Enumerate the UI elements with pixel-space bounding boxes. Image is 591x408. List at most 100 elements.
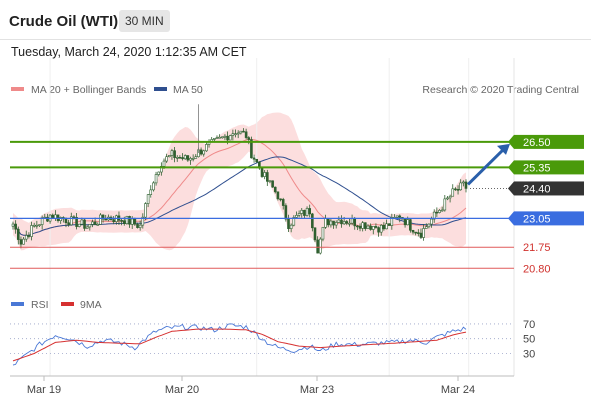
x-axis: Mar 19 Mar 20 Mar 23 Mar 24 <box>10 375 514 396</box>
candle <box>268 180 272 184</box>
candle <box>366 224 370 230</box>
candle <box>220 136 224 139</box>
projection-arrowhead <box>497 143 510 155</box>
moving-average-layer <box>12 138 467 236</box>
timeframe-badge[interactable]: 30 MIN <box>119 10 170 32</box>
candle <box>308 204 312 218</box>
candle <box>223 134 227 141</box>
candle <box>260 167 264 178</box>
candle <box>409 218 412 233</box>
candle <box>276 191 280 201</box>
candle <box>27 232 31 239</box>
level-tag-pointer <box>508 134 514 149</box>
level-tag-pointer <box>508 211 514 226</box>
x-tick-label: Mar 24 <box>441 384 475 396</box>
candle <box>144 202 147 221</box>
candle <box>189 156 192 165</box>
bollinger-band-layer <box>13 112 466 251</box>
candle <box>136 222 139 229</box>
candle <box>273 186 277 194</box>
candle <box>271 180 274 188</box>
candle <box>374 223 378 229</box>
candle <box>194 154 198 159</box>
candle <box>38 224 41 227</box>
candle <box>250 136 253 159</box>
ma20-line <box>12 138 467 236</box>
rsi-tick-label: 70 <box>523 319 535 331</box>
candle <box>35 220 39 229</box>
candle <box>385 219 388 230</box>
level-tag-box <box>514 181 584 196</box>
candle <box>443 195 447 212</box>
candle <box>128 215 131 228</box>
candle <box>160 162 163 176</box>
candle <box>419 228 423 239</box>
x-tick-label: Mar 23 <box>300 384 334 396</box>
candle <box>104 214 108 221</box>
candle <box>22 236 25 245</box>
candle <box>96 222 100 226</box>
candle <box>234 129 237 138</box>
level-tag: 24.40 <box>508 181 584 196</box>
candle <box>16 226 20 245</box>
ma50-legend-swatch <box>154 87 167 91</box>
level-tag: 25.35 <box>508 160 584 175</box>
candle <box>462 180 465 187</box>
candle <box>146 194 150 208</box>
candle <box>67 219 70 227</box>
candle <box>440 206 444 212</box>
research-credit: Research © 2020 Trading Central <box>422 84 579 96</box>
level-tag-box <box>514 211 584 226</box>
candle <box>252 154 256 163</box>
candle <box>451 184 455 197</box>
rsi-ma-legend-swatch <box>61 302 74 306</box>
ma50-legend-label: MA 50 <box>173 84 203 96</box>
candle <box>263 170 266 180</box>
candle <box>175 155 179 162</box>
candle <box>239 130 243 135</box>
candle <box>448 194 452 203</box>
candle <box>300 208 304 218</box>
candle <box>422 224 425 241</box>
candle <box>85 225 89 229</box>
level-tag-pointer <box>508 160 514 175</box>
level-tag: 21.75 <box>523 242 551 254</box>
level-tag-label: 26.50 <box>523 137 551 149</box>
candle <box>279 198 282 202</box>
candle <box>334 220 338 229</box>
candle <box>329 218 333 228</box>
candle <box>157 171 161 177</box>
ma20-legend-swatch <box>11 87 24 91</box>
level-tag-label: 24.40 <box>523 183 551 195</box>
level-tag-label: 25.35 <box>523 162 551 174</box>
candle <box>255 158 259 164</box>
candle <box>321 226 325 242</box>
candle <box>340 215 343 228</box>
candle <box>30 221 33 241</box>
x-tick-label: Mar 19 <box>27 384 61 396</box>
rsi-tick-label: 30 <box>523 349 535 361</box>
level-tag: 23.05 <box>508 211 584 226</box>
level-tags-layer: 26.50 25.35 24.40 23.05 21.75 20.80 <box>466 134 584 275</box>
candle <box>287 214 290 232</box>
candle <box>464 179 468 193</box>
level-tag-box <box>514 160 584 175</box>
candle <box>181 153 184 161</box>
candle <box>167 154 171 158</box>
candle <box>361 221 364 232</box>
candle <box>289 223 293 233</box>
candle <box>19 236 23 249</box>
rsi-tick-label: 50 <box>523 334 535 346</box>
candle <box>154 171 158 186</box>
candle <box>446 196 449 201</box>
candle <box>456 185 460 195</box>
candle <box>411 229 415 235</box>
candle <box>432 209 436 223</box>
candle <box>417 229 420 237</box>
projection-arrow-shaft <box>466 147 506 186</box>
candle <box>11 221 15 230</box>
candle <box>199 147 203 156</box>
ma50-line <box>12 156 467 236</box>
candle <box>133 217 137 226</box>
